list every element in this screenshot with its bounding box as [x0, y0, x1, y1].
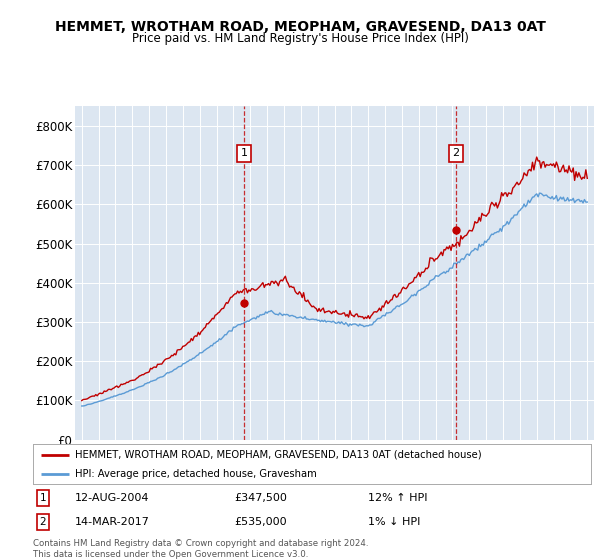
Text: 14-MAR-2017: 14-MAR-2017	[75, 517, 150, 527]
Text: 1% ↓ HPI: 1% ↓ HPI	[368, 517, 420, 527]
Text: Price paid vs. HM Land Registry's House Price Index (HPI): Price paid vs. HM Land Registry's House …	[131, 32, 469, 45]
Text: HPI: Average price, detached house, Gravesham: HPI: Average price, detached house, Grav…	[75, 469, 317, 478]
Text: HEMMET, WROTHAM ROAD, MEOPHAM, GRAVESEND, DA13 0AT (detached house): HEMMET, WROTHAM ROAD, MEOPHAM, GRAVESEND…	[75, 450, 481, 460]
Text: 2: 2	[40, 517, 46, 527]
Text: 12-AUG-2004: 12-AUG-2004	[75, 493, 149, 503]
Text: 1: 1	[241, 148, 247, 158]
Text: £347,500: £347,500	[234, 493, 287, 503]
Text: Contains HM Land Registry data © Crown copyright and database right 2024.
This d: Contains HM Land Registry data © Crown c…	[33, 539, 368, 559]
Text: £535,000: £535,000	[234, 517, 287, 527]
Text: 12% ↑ HPI: 12% ↑ HPI	[368, 493, 427, 503]
Text: 1: 1	[40, 493, 46, 503]
Text: 2: 2	[452, 148, 460, 158]
Text: HEMMET, WROTHAM ROAD, MEOPHAM, GRAVESEND, DA13 0AT: HEMMET, WROTHAM ROAD, MEOPHAM, GRAVESEND…	[55, 20, 545, 34]
